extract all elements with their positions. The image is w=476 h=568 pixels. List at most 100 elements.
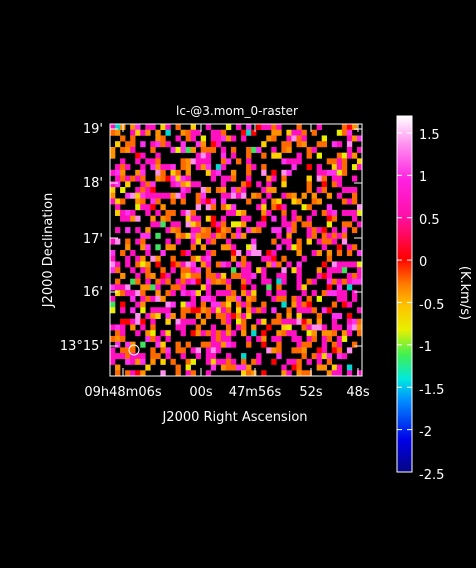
raster-pixel xyxy=(180,198,186,205)
raster-pixel xyxy=(190,358,196,365)
raster-pixel xyxy=(261,169,267,176)
raster-pixel xyxy=(271,358,277,365)
raster-pixel xyxy=(195,347,202,354)
raster-pixel xyxy=(150,164,156,171)
raster-pixel xyxy=(316,295,322,302)
raster-pixel xyxy=(190,307,196,314)
raster-pixel xyxy=(115,341,121,348)
raster-pixel xyxy=(130,358,136,365)
raster-pixel xyxy=(316,318,322,325)
raster-pixel xyxy=(225,244,232,251)
raster-pixel xyxy=(321,364,328,371)
raster-pixel xyxy=(281,255,287,262)
raster-pixel xyxy=(246,215,252,222)
raster-pixel xyxy=(225,307,232,314)
raster-pixel xyxy=(150,324,156,331)
raster-pixel xyxy=(230,313,237,320)
raster-pixel xyxy=(241,181,247,188)
raster-pixel xyxy=(311,324,317,331)
raster-pixel xyxy=(220,290,227,297)
raster-pixel xyxy=(326,290,333,297)
raster-pixel xyxy=(326,192,333,199)
raster-pixel xyxy=(286,146,292,153)
raster-pixel xyxy=(135,187,141,194)
raster-pixel xyxy=(200,255,207,262)
raster-pixel xyxy=(271,307,277,314)
raster-pixel xyxy=(286,358,292,365)
raster-pixel xyxy=(230,330,237,337)
raster-pixel xyxy=(321,175,328,182)
raster-pixel xyxy=(140,204,146,211)
raster-pixel xyxy=(266,181,272,188)
raster-pixel xyxy=(356,370,363,377)
raster-pixel xyxy=(346,141,353,148)
raster-pixel xyxy=(281,364,287,371)
raster-pixel xyxy=(155,221,161,228)
raster-pixel xyxy=(205,169,212,176)
raster-pixel xyxy=(210,175,217,182)
raster-pixel xyxy=(331,181,338,188)
colorbar-tick-label: -1.5 xyxy=(419,383,444,398)
raster-pixel xyxy=(346,330,353,337)
raster-pixel xyxy=(281,215,287,222)
raster-pixel xyxy=(190,255,196,262)
raster-pixel xyxy=(341,261,348,268)
raster-pixel xyxy=(341,209,348,216)
raster-pixel xyxy=(225,124,232,131)
raster-pixel xyxy=(346,370,353,377)
raster-pixel xyxy=(346,347,353,354)
raster-pixel xyxy=(145,364,151,371)
raster-pixel xyxy=(140,341,146,348)
raster-pixel xyxy=(306,301,312,308)
raster-pixel xyxy=(170,301,176,308)
raster-pixel xyxy=(276,232,282,239)
y-tick-label: 16' xyxy=(83,285,103,300)
raster-pixel xyxy=(326,232,333,239)
raster-pixel xyxy=(180,272,186,279)
raster-pixel xyxy=(331,209,338,216)
raster-pixel xyxy=(296,278,302,285)
raster-pixel xyxy=(281,370,287,377)
raster-pixel xyxy=(185,135,191,142)
raster-pixel xyxy=(190,301,196,308)
raster-pixel xyxy=(125,290,131,297)
raster-pixel xyxy=(276,295,282,302)
raster-pixel xyxy=(311,250,317,257)
raster-pixel xyxy=(125,244,131,251)
raster-pixel xyxy=(155,244,161,251)
raster-pixel xyxy=(261,187,267,194)
raster-pixel xyxy=(115,364,121,371)
raster-pixel xyxy=(220,307,227,314)
raster-pixel xyxy=(160,215,166,222)
raster-pixel xyxy=(165,290,171,297)
raster-pixel xyxy=(276,335,282,342)
raster-pixel xyxy=(291,330,297,337)
raster-pixel xyxy=(205,146,212,153)
raster-pixel xyxy=(306,221,312,228)
colorbar-tick-label: 1.5 xyxy=(419,128,440,143)
raster-pixel xyxy=(331,290,338,297)
raster-pixel xyxy=(215,135,222,142)
raster-pixel xyxy=(356,221,363,228)
raster-pixel xyxy=(215,232,222,239)
raster-pixel xyxy=(261,370,267,377)
raster-pixel xyxy=(351,324,358,331)
raster-pixel xyxy=(256,181,262,188)
raster-pixel xyxy=(230,290,237,297)
raster-pixel xyxy=(281,330,287,337)
raster-pixel xyxy=(145,124,151,131)
raster-pixel xyxy=(225,364,232,371)
raster-pixel xyxy=(306,335,312,342)
raster-pixel xyxy=(145,204,151,211)
raster-pixel xyxy=(185,261,191,268)
raster-pixel xyxy=(306,278,312,285)
raster-pixel xyxy=(125,175,131,182)
raster-pixel xyxy=(170,209,176,216)
raster-pixel xyxy=(220,181,227,188)
raster-pixel xyxy=(316,364,322,371)
raster-pixel xyxy=(175,238,181,245)
raster-pixel xyxy=(286,244,292,251)
raster-pixel xyxy=(115,209,121,216)
raster-pixel xyxy=(210,221,217,228)
raster-pixel xyxy=(220,175,227,182)
